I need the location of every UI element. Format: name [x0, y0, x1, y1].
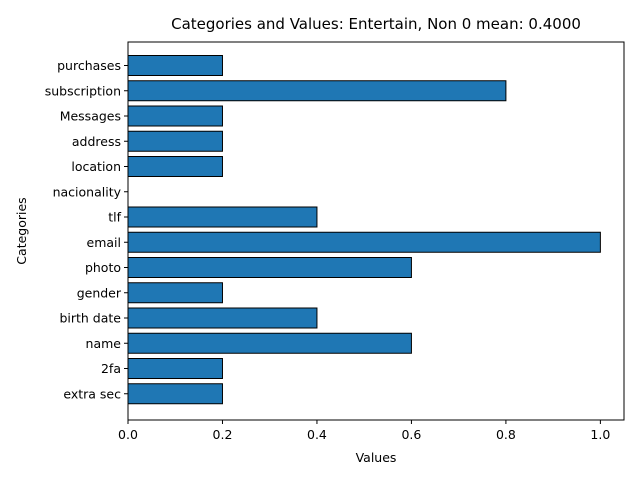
- bars-layer: [127, 55, 601, 405]
- x-ticks: 0.0 0.2 0.4 0.6 0.8 1.0: [118, 420, 610, 442]
- bar-2fa: [127, 358, 223, 379]
- bar-birth-date: [127, 307, 318, 329]
- y-tick-label: Messages: [60, 109, 121, 124]
- y-tick-label: photo: [85, 260, 121, 275]
- y-tick-label: extra sec: [63, 386, 121, 401]
- bar-messages: [127, 105, 223, 127]
- x-tick-label: 0.4: [307, 427, 327, 442]
- bar-subscription: [127, 80, 507, 102]
- bar-tlf: [127, 206, 318, 228]
- x-tick-label: 0.2: [213, 427, 233, 442]
- y-tick-label: gender: [77, 285, 122, 300]
- y-tick-label: subscription: [45, 83, 121, 98]
- x-tick-label: 0.6: [401, 427, 421, 442]
- y-tick-label: birth date: [59, 311, 121, 326]
- chart-title: Categories and Values: Entertain, Non 0 …: [171, 15, 581, 33]
- y-ticks: purchases subscription Messages address loca…: [45, 58, 128, 401]
- x-tick-label: 0.8: [496, 427, 516, 442]
- y-tick-label: location: [71, 159, 121, 174]
- bar-email: [127, 231, 601, 253]
- y-tick-label: tlf: [108, 210, 121, 225]
- bar-name: [127, 332, 412, 354]
- bar-location: [127, 156, 223, 177]
- y-tick-label: address: [72, 134, 121, 149]
- x-tick-label: 0.0: [118, 427, 138, 442]
- x-tick-label: 1.0: [590, 427, 610, 442]
- bar-purchases: [127, 55, 223, 76]
- x-axis-label: Values: [356, 450, 397, 465]
- y-axis-label: Categories: [14, 197, 29, 264]
- bar-photo: [127, 257, 412, 278]
- y-tick-label: nacionality: [53, 184, 122, 199]
- bar-extra-sec: [127, 383, 223, 405]
- y-tick-label: email: [87, 235, 121, 250]
- y-tick-label: purchases: [57, 58, 121, 73]
- plot-frame: [127, 41, 625, 421]
- bar-gender: [127, 282, 223, 304]
- y-tick-label: name: [86, 336, 122, 351]
- bar-address: [127, 130, 223, 152]
- y-tick-label: 2fa: [101, 361, 121, 376]
